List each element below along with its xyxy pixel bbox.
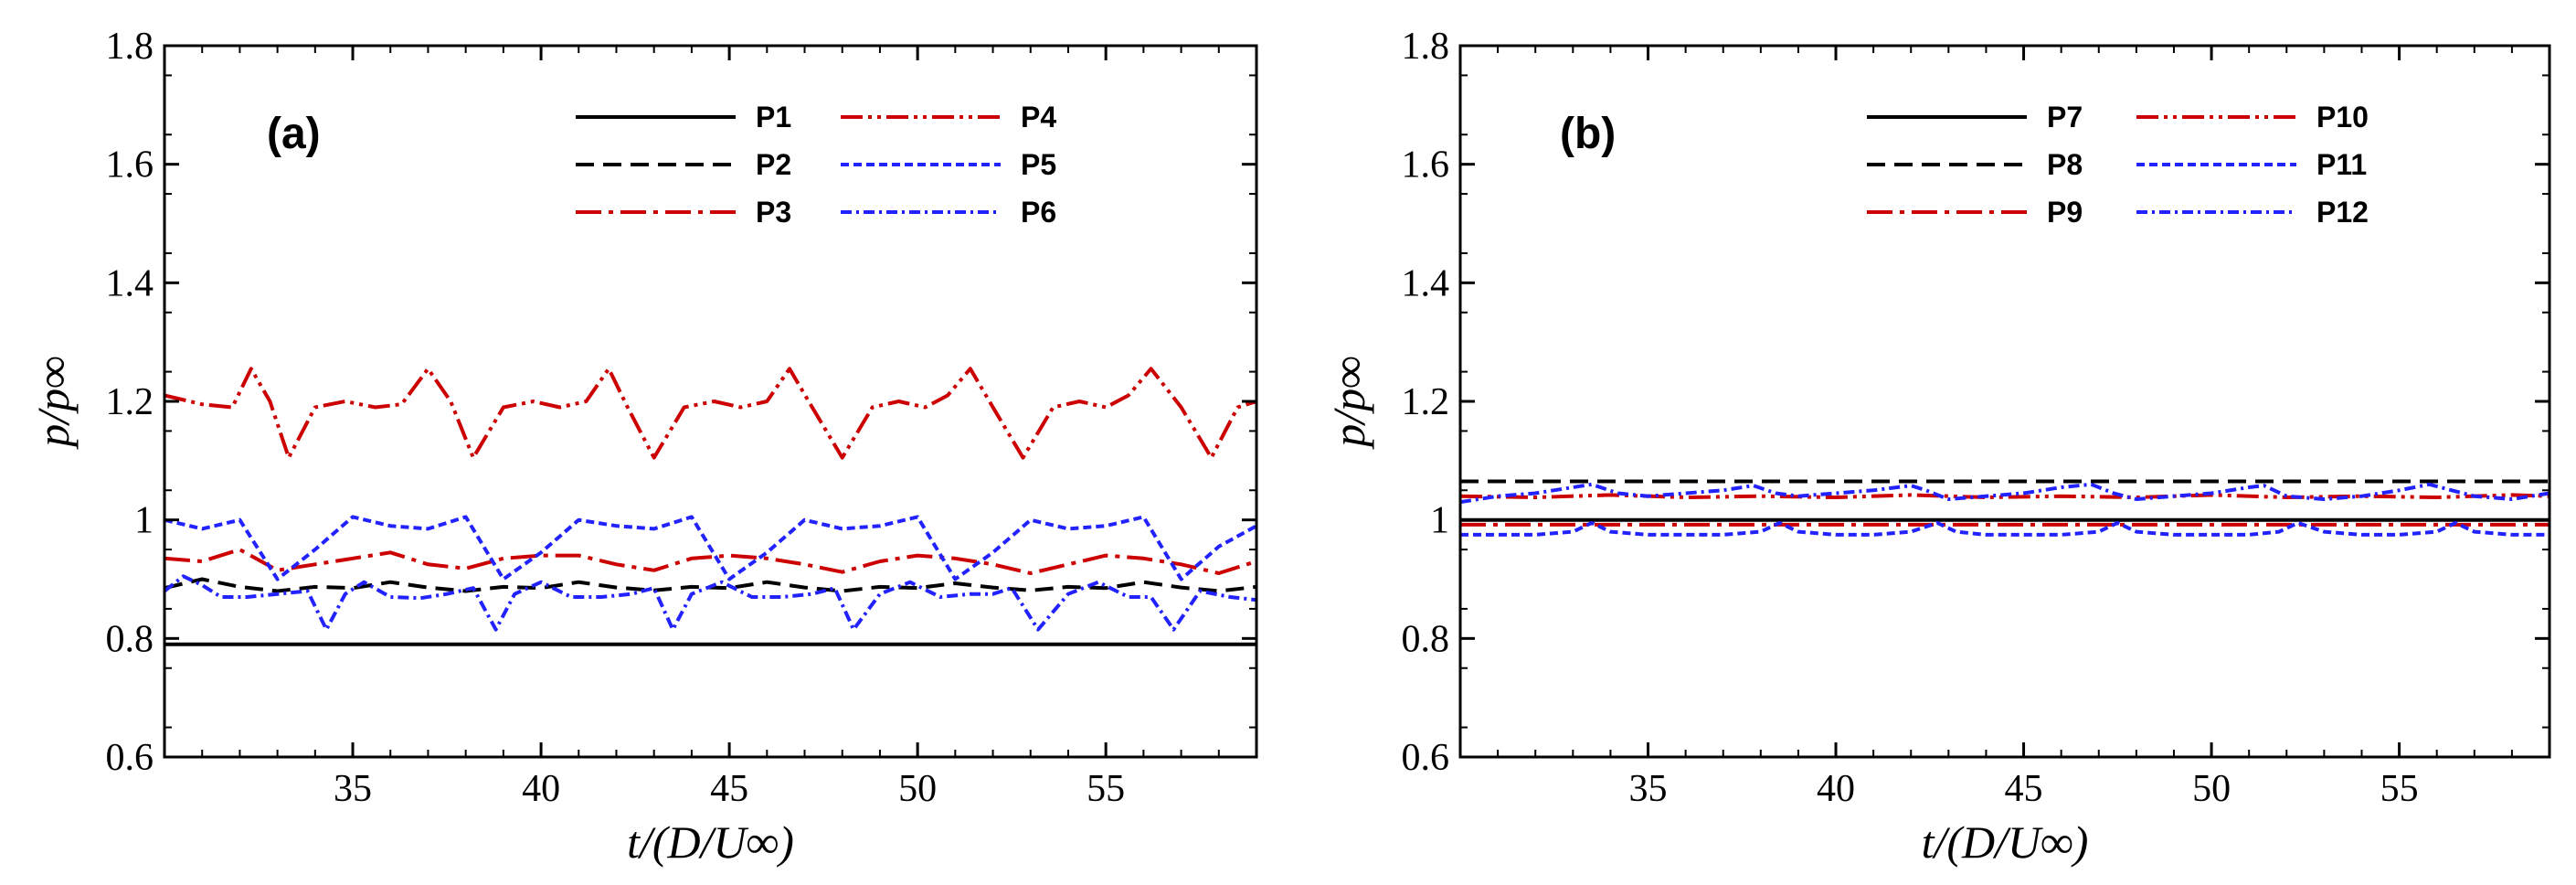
legend: P7 P8 P9 P10 P11 P12 xyxy=(1867,101,2369,229)
x-axis-title: t/(D/U∞) xyxy=(627,816,794,868)
legend-label-p1: P1 xyxy=(756,101,791,133)
legend-label-p8: P8 xyxy=(2047,148,2083,181)
series-group xyxy=(164,367,1256,646)
x-tick-label: 55 xyxy=(2380,768,2419,810)
legend-label-p6: P6 xyxy=(1021,196,1056,229)
x-tick-label: 40 xyxy=(1817,768,1855,810)
panel-label: (a) xyxy=(267,110,321,158)
x-tick-label: 50 xyxy=(898,768,937,810)
x-tick-label: 40 xyxy=(522,768,560,810)
legend: P1 P2 P3 P4 P5 P6 xyxy=(576,101,1056,229)
legend-label-p7: P7 xyxy=(2047,101,2083,133)
y-tick-label: 1.2 xyxy=(1402,381,1450,423)
series-line-p12 xyxy=(1460,482,2549,505)
y-tick-label: 1 xyxy=(134,500,154,542)
legend-label-p10: P10 xyxy=(2316,101,2369,133)
y-tick-label: 1 xyxy=(1430,500,1449,542)
plot-frame xyxy=(1458,44,2551,759)
y-tick-label: 0.8 xyxy=(1402,618,1450,660)
y-axis-title: p/p∞ xyxy=(1323,356,1374,450)
y-tick-label: 0.6 xyxy=(1402,737,1450,779)
series-line-p4 xyxy=(164,367,1256,460)
series-line-p11 xyxy=(1460,520,2549,537)
y-tick-label: 0.8 xyxy=(106,618,154,660)
x-axis-title: t/(D/U∞) xyxy=(1922,816,2089,868)
legend-label-p4: P4 xyxy=(1021,101,1056,133)
legend-label-p2: P2 xyxy=(756,148,791,181)
legend-label-p9: P9 xyxy=(2047,196,2083,229)
y-tick-label: 1.8 xyxy=(106,26,154,68)
y-tick-label: 1.6 xyxy=(106,144,154,187)
panel-label: (b) xyxy=(1560,110,1616,158)
plot-frame xyxy=(163,44,1258,759)
series-line-p3 xyxy=(164,548,1256,575)
x-tick-label: 45 xyxy=(2005,768,2043,810)
y-tick-label: 0.6 xyxy=(106,737,154,779)
y-tick-label: 1.4 xyxy=(1402,262,1450,304)
series-line-p6 xyxy=(164,574,1256,632)
y-tick-label: 1.8 xyxy=(1402,26,1450,68)
x-tick-label: 35 xyxy=(334,768,372,810)
legend-label-p11: P11 xyxy=(2316,148,2367,181)
y-axis-title: p/p∞ xyxy=(27,356,79,450)
series-line-p5 xyxy=(164,515,1256,581)
legend-label-p3: P3 xyxy=(756,196,791,229)
y-tick-label: 1.2 xyxy=(106,381,154,423)
x-tick-label: 35 xyxy=(1629,768,1668,810)
panel-b: 35 40 45 50 55 0.6 0.8 1 1.2 1.4 1.6 1.8 t/(D/U∞) p/p… xyxy=(1323,26,2551,868)
legend-label-p12: P12 xyxy=(2316,196,2369,229)
panel-a: 35 40 45 50 55 0.6 0.8 1 1.2 1.4 1.6 1.8 t/(D/U∞) p/p… xyxy=(27,26,1258,868)
x-tick-label: 50 xyxy=(2192,768,2231,810)
x-tick-label: 55 xyxy=(1087,768,1125,810)
legend-label-p5: P5 xyxy=(1021,148,1056,181)
series-group xyxy=(1460,479,2549,537)
x-tick-label: 45 xyxy=(710,768,748,810)
y-tick-label: 1.4 xyxy=(106,262,154,304)
y-tick-label: 1.6 xyxy=(1402,144,1450,187)
